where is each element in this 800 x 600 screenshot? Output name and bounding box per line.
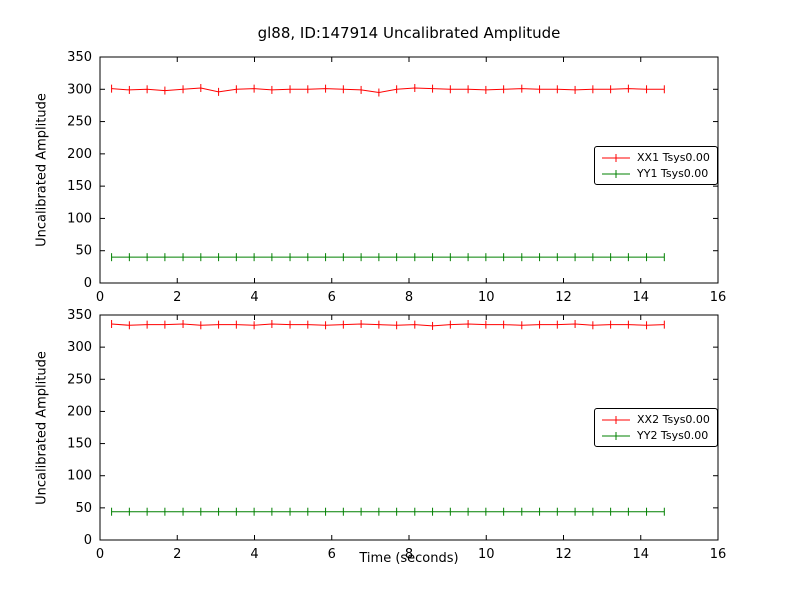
legend-label-xx1: XX1 Tsys0.00 — [637, 151, 710, 164]
svg-text:12: 12 — [555, 290, 572, 305]
legend-entry-xx1: XX1 Tsys0.00 — [601, 151, 710, 164]
svg-text:300: 300 — [67, 340, 92, 355]
svg-text:150: 150 — [67, 437, 92, 452]
svg-text:50: 50 — [75, 244, 92, 259]
svg-text:12: 12 — [555, 547, 572, 562]
svg-text:0: 0 — [84, 276, 92, 291]
svg-text:14: 14 — [632, 290, 649, 305]
svg-text:100: 100 — [67, 211, 92, 226]
svg-text:10: 10 — [478, 547, 495, 562]
svg-text:6: 6 — [328, 547, 336, 562]
legend-entry-xx2: XX2 Tsys0.00 — [601, 413, 710, 426]
y-axis-label-bottom: Uncalibrated Amplitude — [34, 351, 50, 505]
legend-label-yy2: YY2 Tsys0.00 — [637, 429, 709, 442]
svg-text:10: 10 — [478, 290, 495, 305]
legend-label-xx2: XX2 Tsys0.00 — [637, 413, 710, 426]
legend-line-sample-yy1 — [602, 169, 630, 178]
svg-text:100: 100 — [67, 469, 92, 484]
svg-text:4: 4 — [250, 290, 258, 305]
x-axis-label: Time (seconds) — [359, 551, 459, 566]
legend-top: XX1 Tsys0.00 YY1 Tsys0.00 — [594, 146, 718, 185]
svg-text:250: 250 — [67, 115, 92, 130]
legend-line-sample-xx1 — [602, 153, 630, 162]
svg-text:200: 200 — [67, 404, 92, 419]
svg-text:300: 300 — [67, 82, 92, 97]
legend-entry-yy1: YY1 Tsys0.00 — [601, 167, 710, 180]
svg-text:2: 2 — [173, 290, 181, 305]
svg-text:6: 6 — [328, 290, 336, 305]
chart-title: gl88, ID:147914 Uncalibrated Amplitude — [257, 24, 561, 42]
svg-text:0: 0 — [96, 547, 104, 562]
svg-text:16: 16 — [710, 290, 727, 305]
svg-text:8: 8 — [405, 290, 413, 305]
svg-text:350: 350 — [67, 50, 92, 65]
svg-text:50: 50 — [75, 501, 92, 516]
svg-text:14: 14 — [632, 547, 649, 562]
svg-text:8: 8 — [405, 547, 413, 562]
svg-text:0: 0 — [96, 290, 104, 305]
legend-bottom: XX2 Tsys0.00 YY2 Tsys0.00 — [594, 408, 718, 447]
svg-text:4: 4 — [250, 547, 258, 562]
svg-text:350: 350 — [67, 308, 92, 323]
svg-text:150: 150 — [67, 179, 92, 194]
svg-text:250: 250 — [67, 372, 92, 387]
svg-text:0: 0 — [84, 533, 92, 548]
legend-line-sample-yy2 — [602, 431, 630, 440]
legend-line-sample-xx2 — [602, 415, 630, 424]
legend-label-yy1: YY1 Tsys0.00 — [637, 167, 709, 180]
svg-text:2: 2 — [173, 547, 181, 562]
svg-text:200: 200 — [67, 147, 92, 162]
y-axis-label-top: Uncalibrated Amplitude — [34, 93, 50, 247]
legend-entry-yy2: YY2 Tsys0.00 — [601, 429, 710, 442]
svg-text:16: 16 — [710, 547, 727, 562]
